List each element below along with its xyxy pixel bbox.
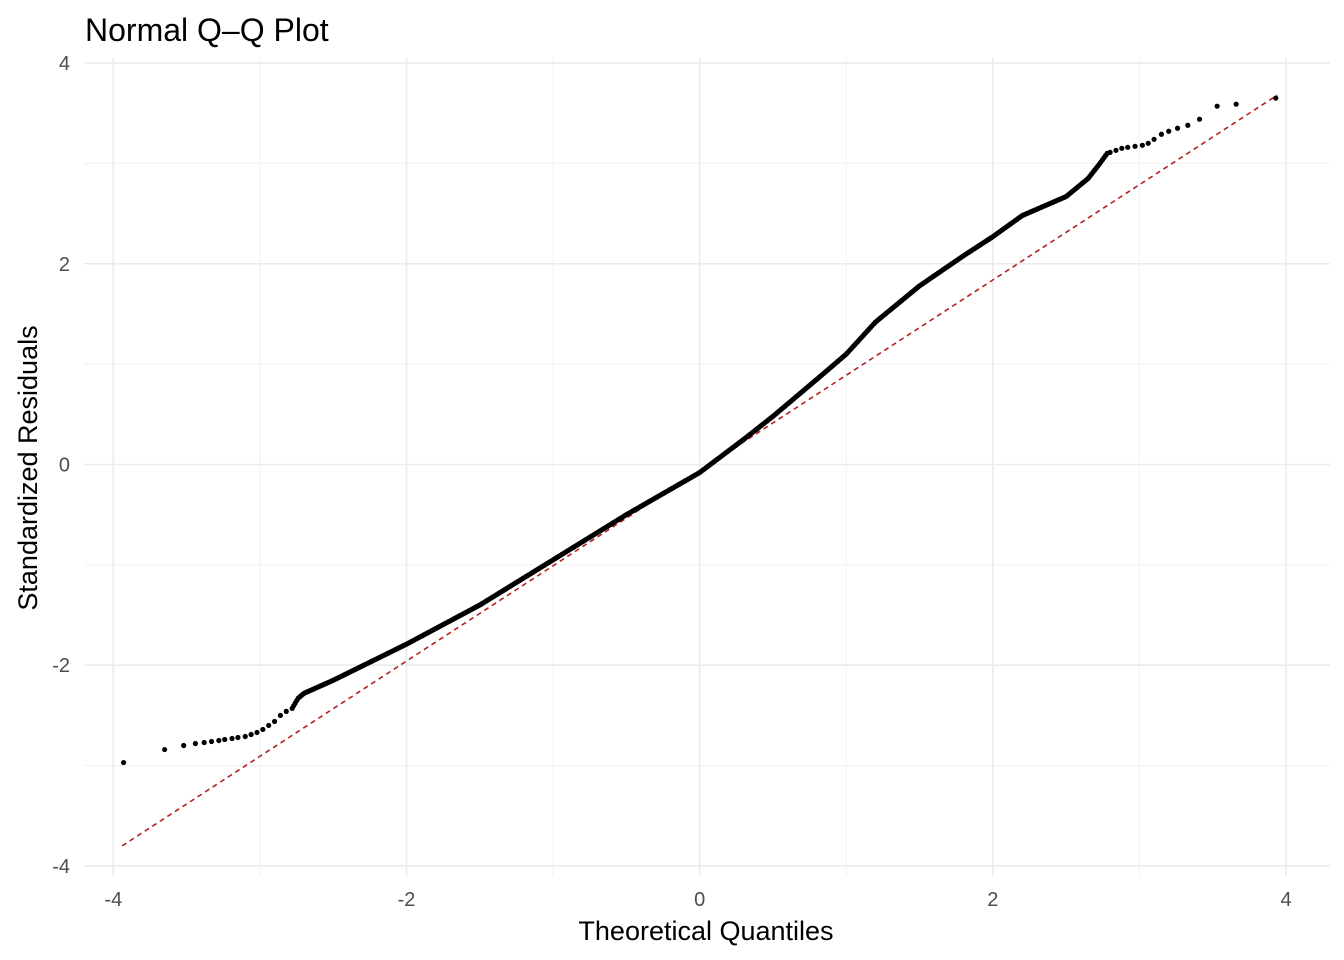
data-point: [248, 731, 254, 738]
x-tick-label: 0: [694, 889, 705, 911]
data-point: [1145, 140, 1151, 146]
major-grid: [84, 58, 1330, 876]
data-point: [1273, 95, 1279, 101]
data-point: [192, 740, 199, 747]
data-point: [1113, 147, 1119, 153]
x-tick-label: -4: [104, 889, 122, 911]
data-point: [266, 722, 272, 729]
y-tick-labels: -4 -2 0 2 4: [52, 53, 70, 878]
data-point: [1158, 131, 1165, 137]
data-point: [271, 718, 278, 725]
minor-grid: [84, 58, 1330, 876]
data-point: [208, 738, 215, 745]
y-axis-title: Standardized Residuals: [13, 325, 43, 610]
data-point: [1151, 136, 1157, 142]
data-point: [1214, 103, 1220, 109]
y-tick-label: 2: [59, 254, 70, 276]
data-point: [162, 746, 168, 753]
x-tick-labels: -4 -2 0 2 4: [104, 889, 1291, 911]
y-tick-label: -4: [52, 856, 70, 878]
data-point: [1107, 149, 1113, 155]
data-point: [1139, 142, 1145, 148]
x-tick-label: -2: [398, 889, 416, 911]
data-point: [1185, 122, 1191, 128]
data-point: [201, 739, 207, 746]
data-point: [1119, 145, 1125, 151]
x-tick-label: 4: [1280, 889, 1291, 911]
data-point: [120, 759, 127, 766]
data-point: [1174, 125, 1181, 131]
y-tick-label: 0: [59, 454, 70, 476]
data-point: [216, 737, 222, 744]
data-point: [1125, 144, 1131, 150]
data-point: [277, 712, 284, 719]
data-point: [254, 729, 260, 736]
data-point: [1132, 143, 1138, 149]
data-point: [1196, 116, 1203, 122]
data-point: [1166, 128, 1172, 134]
data-point: [235, 734, 241, 741]
data-point: [1233, 101, 1239, 107]
data-point: [242, 733, 248, 740]
points-layer: [120, 95, 1279, 766]
data-point: [181, 742, 187, 749]
data-point: [260, 726, 266, 733]
chart-title: Normal Q–Q Plot: [85, 12, 329, 48]
data-point: [229, 735, 235, 742]
y-tick-label: -2: [52, 655, 70, 677]
data-point: [283, 708, 289, 715]
data-point: [222, 736, 228, 743]
x-tick-label: 2: [987, 889, 998, 911]
y-tick-label: 4: [59, 53, 70, 75]
x-axis-title: Theoretical Quantiles: [578, 916, 833, 946]
